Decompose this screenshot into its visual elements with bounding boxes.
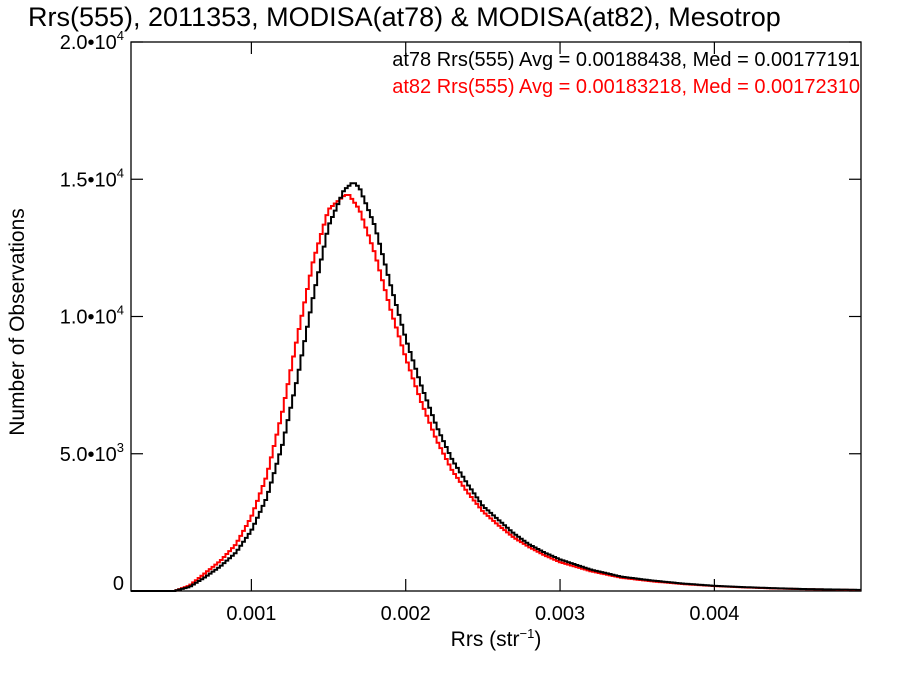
x-axis-label-text: Rrs (str bbox=[450, 628, 520, 651]
x-axis-label: Rrs (str−1) bbox=[451, 626, 542, 652]
x-tick-label: 0.004 bbox=[689, 603, 739, 625]
y-tick-label: 2.0•104 bbox=[60, 28, 124, 54]
y-tick-label: 1.0•104 bbox=[60, 303, 124, 329]
plot-frame bbox=[130, 41, 862, 592]
series-line-0 bbox=[131, 182, 861, 592]
x-tick-label: 0.001 bbox=[226, 603, 276, 625]
chart-title: Rrs(555), 2011353, MODISA(at78) & MODISA… bbox=[28, 2, 781, 32]
x-axis-label-close: ) bbox=[534, 628, 542, 651]
legend-entry-at82: at82 Rrs(555) Avg = 0.00183218, Med = 0.… bbox=[392, 76, 860, 98]
series-line-1 bbox=[131, 193, 861, 592]
x-tick-label: 0.002 bbox=[381, 603, 431, 625]
axis-ticks: 0.001 0.002 0.003 0.004 0 5.0•103 1.0•104 1.5•1… bbox=[60, 28, 861, 625]
series-lines bbox=[131, 182, 861, 592]
y-tick-label: 1.5•104 bbox=[60, 165, 124, 191]
x-axis-label-exponent: −1 bbox=[519, 626, 535, 641]
legend-entry-at78: at78 Rrs(555) Avg = 0.00188438, Med = 0.… bbox=[392, 49, 860, 71]
y-tick-label: 5.0•103 bbox=[60, 440, 124, 466]
y-tick-label: 0 bbox=[113, 573, 124, 595]
x-tick-label: 0.003 bbox=[535, 603, 585, 625]
